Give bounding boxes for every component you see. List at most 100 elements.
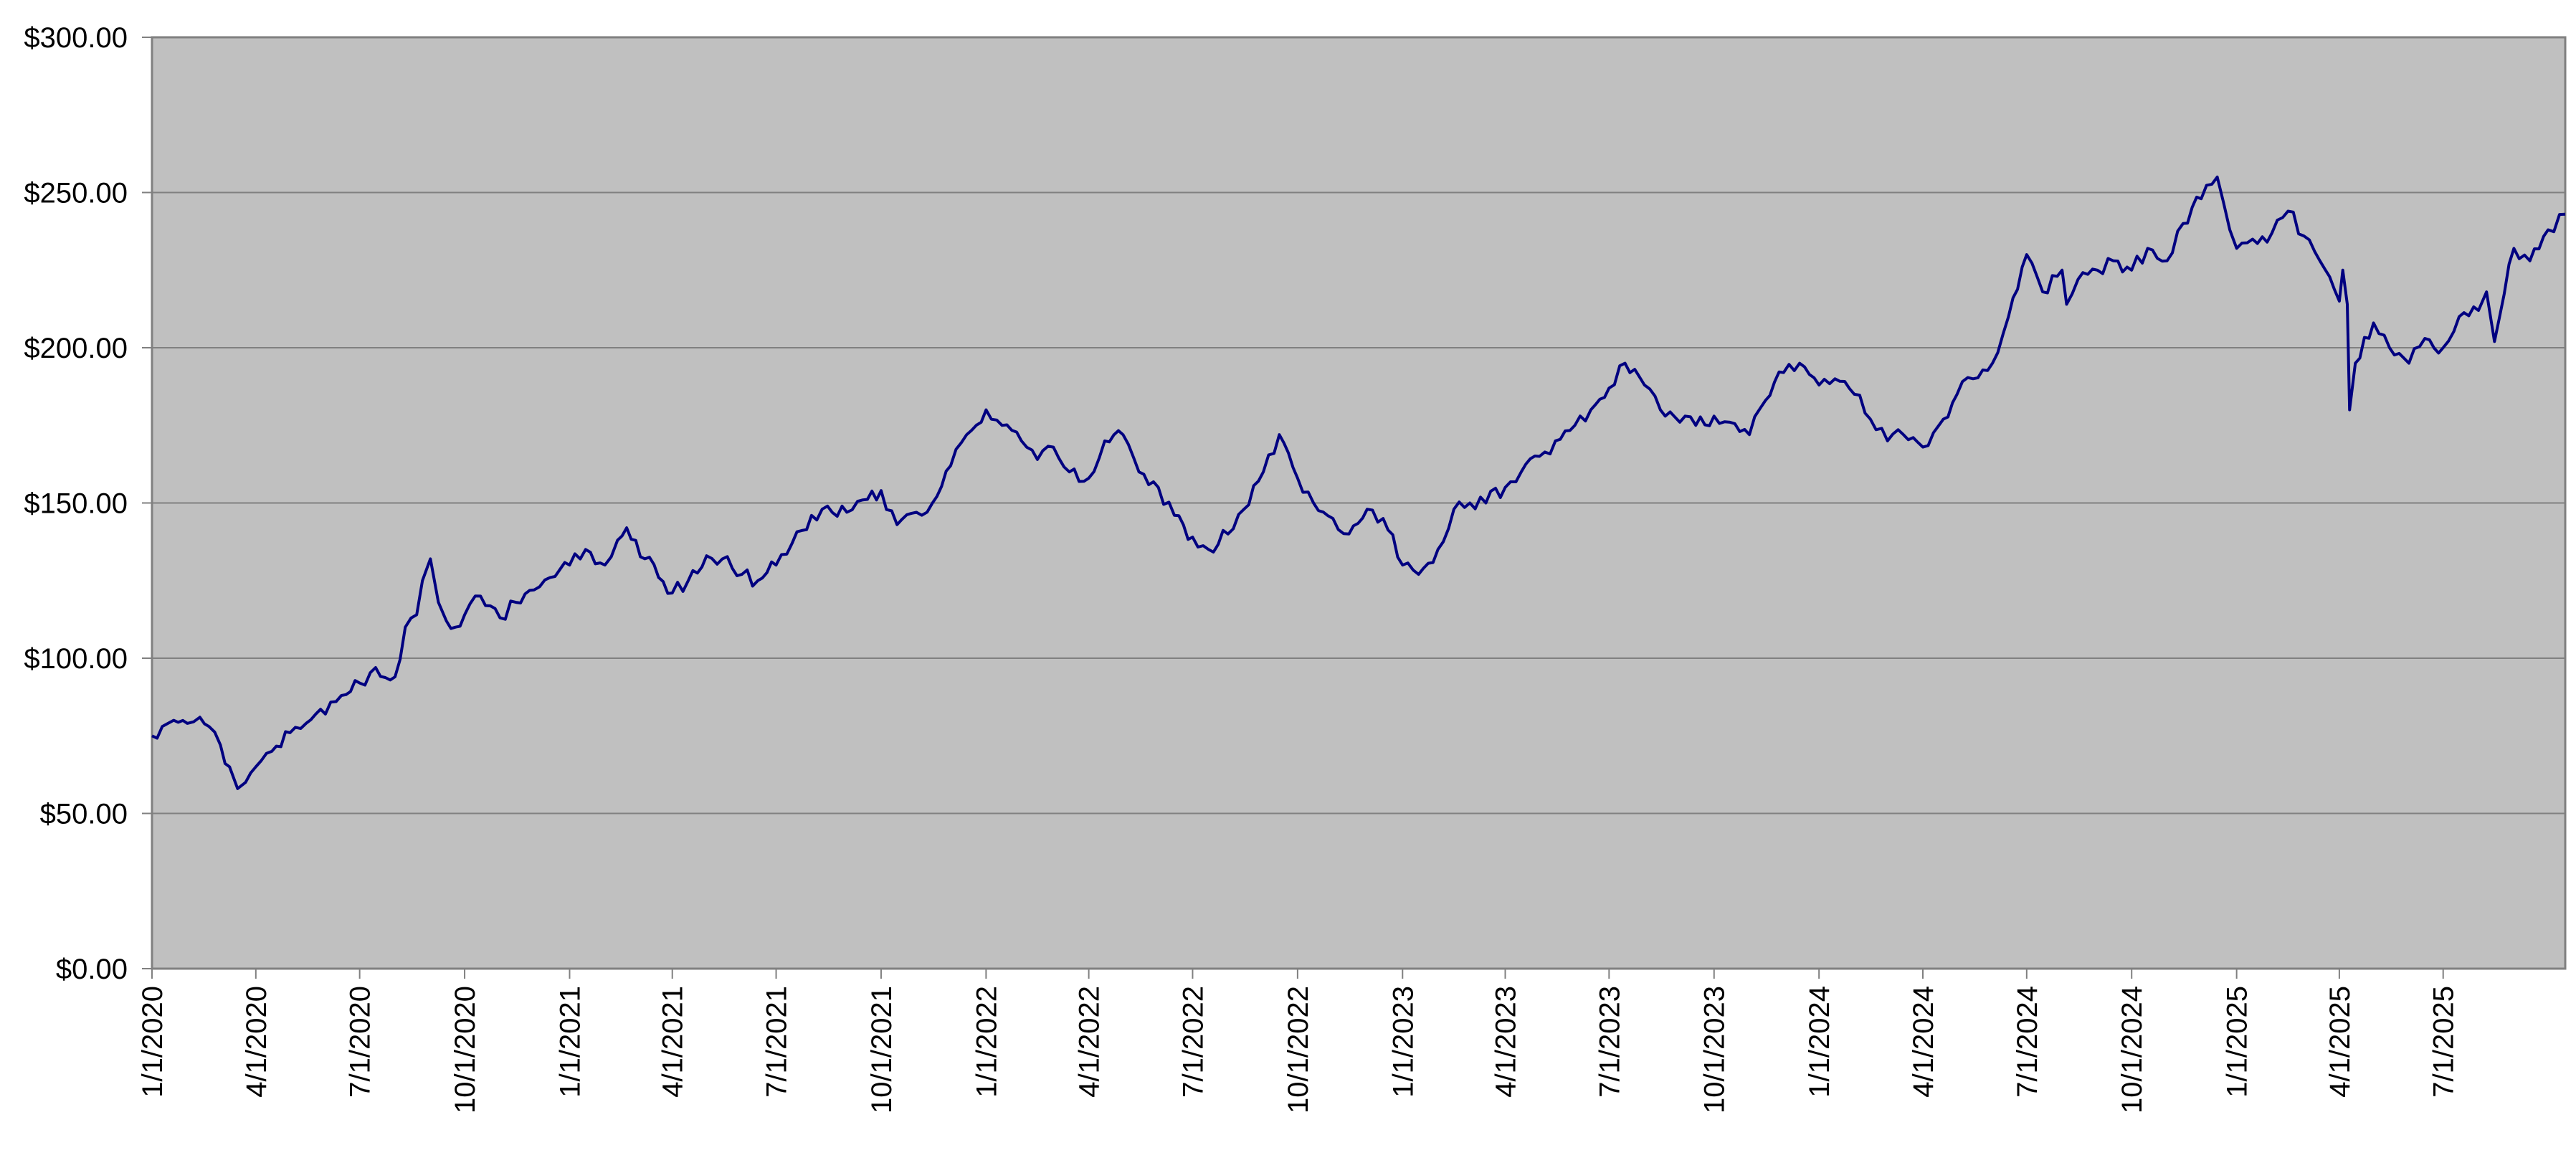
data-point — [421, 579, 424, 582]
data-point — [1782, 371, 1785, 374]
data-point — [1869, 418, 1872, 421]
data-point — [2200, 197, 2202, 200]
x-tick-label: 7/1/2025 — [2428, 986, 2460, 1098]
data-point — [1607, 386, 1610, 389]
x-tick-label: 10/1/2021 — [866, 986, 898, 1113]
y-tick-label: $250.00 — [24, 178, 128, 209]
data-point — [1589, 409, 1592, 412]
data-point — [479, 594, 482, 597]
data-point — [1417, 573, 1420, 576]
series-layer — [151, 175, 2567, 790]
data-point — [2041, 290, 2044, 293]
data-point — [604, 564, 607, 566]
y-tick-label: $100.00 — [24, 643, 128, 675]
data-point — [255, 766, 257, 769]
data-point — [498, 617, 501, 619]
data-point — [1504, 486, 1507, 489]
data-point — [2251, 237, 2254, 240]
data-point — [236, 787, 239, 790]
data-point — [1121, 433, 1124, 436]
x-tick-label: 10/1/2022 — [1283, 986, 1314, 1113]
data-point — [2303, 234, 2306, 237]
data-point — [984, 409, 987, 412]
data-point — [289, 731, 292, 734]
data-point — [775, 564, 778, 566]
data-point — [2485, 290, 2488, 293]
data-point — [657, 576, 660, 579]
data-point — [2372, 321, 2375, 324]
x-tick-label: 4/1/2024 — [1908, 986, 1939, 1098]
data-point — [1052, 446, 1055, 449]
y-axis: $0.00 $50.00 $100.00 $150.00 $200.00 $250.00 $… — [24, 22, 152, 985]
data-point — [219, 744, 222, 746]
data-point — [533, 589, 536, 592]
data-point — [2442, 346, 2445, 349]
data-point — [270, 750, 273, 753]
data-point — [671, 592, 674, 594]
data-point — [340, 694, 343, 697]
data-point — [2564, 213, 2567, 216]
data-point — [2319, 260, 2321, 262]
data-point — [2388, 346, 2391, 349]
data-point — [1296, 477, 1299, 480]
data-point — [949, 465, 952, 467]
data-point — [1347, 533, 1350, 536]
x-tick-label: 4/1/2025 — [2324, 986, 2356, 1098]
x-tick-label: 10/1/2023 — [1699, 986, 1731, 1113]
x-tick-label: 1/1/2024 — [1804, 986, 1835, 1098]
y-tick-label: $150.00 — [24, 488, 128, 520]
x-tick-label: 4/1/2023 — [1491, 986, 1522, 1098]
data-point — [228, 766, 231, 769]
data-point — [2348, 409, 2351, 412]
x-tick-label: 4/1/2020 — [241, 986, 272, 1098]
data-point — [1191, 536, 1194, 538]
data-point — [584, 548, 587, 551]
gridlines — [152, 191, 2565, 815]
data-point — [429, 557, 432, 560]
data-point — [2216, 176, 2219, 179]
x-tick-label: 1/1/2021 — [554, 986, 586, 1098]
data-point — [1921, 446, 1924, 449]
data-point — [244, 781, 247, 784]
data-point — [1764, 399, 1767, 402]
data-point — [1453, 508, 1455, 510]
data-point — [2346, 303, 2349, 305]
data-point — [1207, 548, 1210, 551]
data-point — [1401, 564, 1404, 566]
data-point — [1554, 440, 1557, 442]
data-point — [1088, 477, 1090, 480]
data-point — [374, 666, 377, 669]
data-point — [845, 510, 848, 513]
data-point — [2166, 260, 2169, 262]
data-point — [1331, 517, 1334, 520]
data-point — [2130, 269, 2133, 272]
data-point — [2408, 362, 2410, 365]
data-point — [1972, 377, 1974, 380]
data-point — [2477, 309, 2480, 312]
data-point — [161, 725, 163, 728]
data-point — [568, 564, 571, 566]
data-point — [1242, 508, 1245, 510]
data-point — [151, 734, 153, 737]
x-tick-label: 10/1/2024 — [2116, 986, 2148, 1113]
data-point — [2007, 315, 2010, 318]
data-point — [1437, 548, 1440, 551]
data-point — [1020, 440, 1023, 442]
y-tick-label: $200.00 — [24, 333, 128, 364]
data-point — [1624, 362, 1627, 365]
data-point — [548, 576, 551, 579]
data-point — [305, 722, 308, 725]
data-point — [2342, 269, 2344, 272]
data-point — [1659, 409, 1662, 412]
x-tick-label: 10/1/2020 — [450, 986, 481, 1113]
data-point — [186, 722, 189, 725]
data-point — [172, 719, 175, 722]
data-point — [1694, 424, 1697, 427]
data-point — [2066, 303, 2068, 305]
data-point — [2423, 337, 2426, 340]
data-point — [2096, 269, 2099, 272]
data-point — [965, 433, 968, 436]
data-point — [1853, 393, 1856, 396]
data-point — [1036, 458, 1039, 461]
